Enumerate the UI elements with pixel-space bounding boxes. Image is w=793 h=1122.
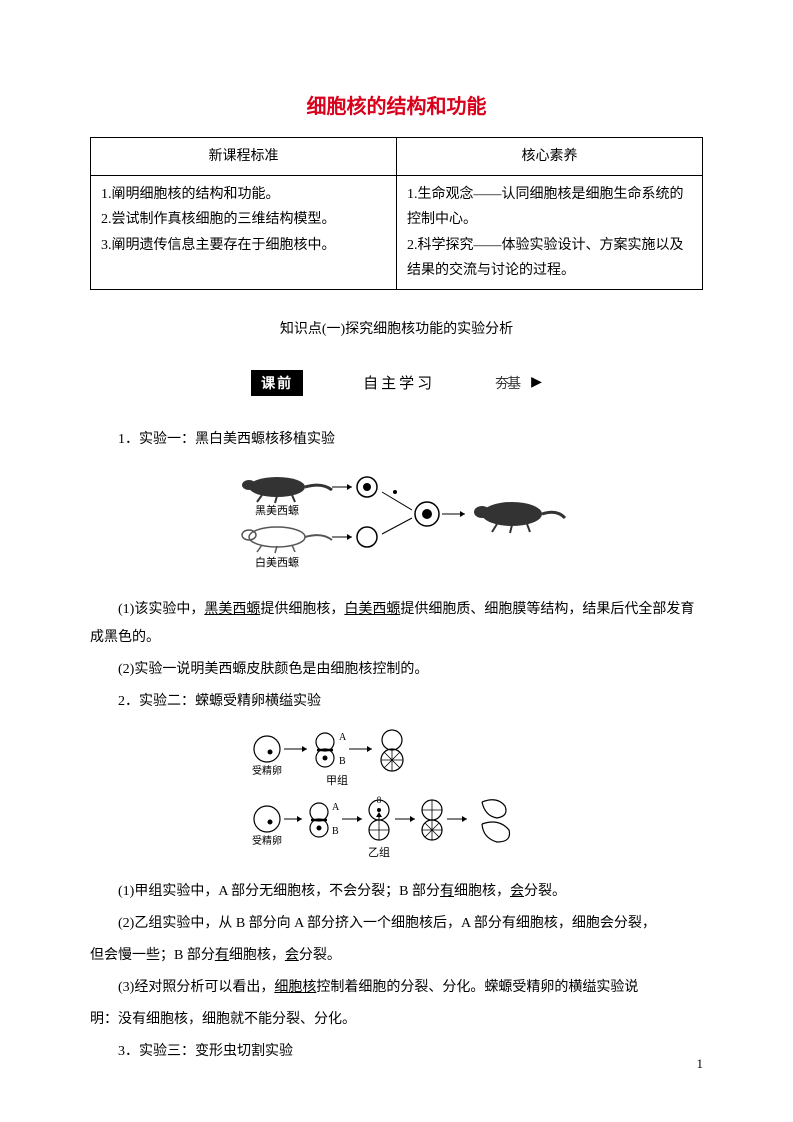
cell-right: 1.生命观念——认同细胞核是细胞生命系统的控制中心。 2.科学探究——体验实验设…: [397, 176, 703, 290]
svg-text:乙组: 乙组: [368, 845, 390, 859]
exp1-p1: (1)该实验中，黑美西螈提供细胞核，白美西螈提供细胞质、细胞膜等结构，结果后代全…: [90, 596, 703, 652]
svg-text:B: B: [339, 756, 346, 767]
label-white: 白美西螈: [255, 555, 299, 569]
exp2-p2-cont: 但会慢一些；B 部分有细胞核，会分裂。: [90, 942, 703, 970]
section-banner: 课前 自主学习 夯基 ▶: [90, 370, 703, 396]
header-left: 新课程标准: [91, 138, 397, 176]
svg-text:8: 8: [376, 795, 381, 805]
knowledge-point: 知识点(一)探究细胞核功能的实验分析: [90, 318, 703, 338]
left-line-2: 2.尝试制作真核细胞的三维结构模型。: [101, 207, 386, 232]
exp2-p3-cont: 明：没有细胞核，细胞就不能分裂、分化。: [90, 1006, 703, 1034]
exp2-p3: (3)经对照分析可以看出，细胞核控制着细胞的分裂、分化。蝾螈受精卵的横缢实验说: [90, 974, 703, 1002]
page-number: 1: [697, 1056, 704, 1072]
svg-text:B: B: [332, 826, 339, 837]
right-line-2: 2.科学探究——体验实验设计、方案实施以及结果的交流与讨论的过程。: [407, 233, 692, 283]
exp2-heading: 2．实验二：蝾螈受精卵横缢实验: [90, 688, 703, 716]
exp3-heading: 3．实验三：变形虫切割实验: [90, 1038, 703, 1066]
banner-badge: 课前: [251, 370, 303, 396]
page-title: 细胞核的结构和功能: [90, 90, 703, 119]
svg-text:甲组: 甲组: [326, 773, 348, 787]
right-line-1: 1.生命观念——认同细胞核是细胞生命系统的控制中心。: [407, 182, 692, 232]
exp2-p2: (2)乙组实验中，从 B 部分向 A 部分挤入一个细胞核后，A 部分有细胞核，细…: [90, 910, 703, 938]
label-black: 黑美西螈: [255, 503, 299, 517]
header-right: 核心素养: [397, 138, 703, 176]
svg-text:A: A: [332, 802, 340, 813]
cell-left: 1.阐明细胞核的结构和功能。 2.尝试制作真核细胞的三维结构模型。 3.阐明遗传…: [91, 176, 397, 290]
exp1-diagram: 黑美西螈 白美西螈: [90, 462, 703, 582]
banner-deco: 夯基: [495, 373, 519, 393]
banner-text: 自主学习: [303, 372, 495, 393]
exp1-heading: 1．实验一：黑白美西螈核移植实验: [90, 426, 703, 454]
exp2-diagram: A B 甲组 受精卵 A B 8: [90, 724, 703, 864]
exp2-p1: (1)甲组实验中，A 部分无细胞核，不会分裂；B 部分有细胞核，会分裂。: [90, 878, 703, 906]
svg-text:A: A: [339, 732, 347, 743]
left-line-3: 3.阐明遗传信息主要存在于细胞核中。: [101, 233, 386, 258]
standards-table: 新课程标准 核心素养 1.阐明细胞核的结构和功能。 2.尝试制作真核细胞的三维结…: [90, 137, 703, 290]
svg-text:受精卵: 受精卵: [252, 764, 282, 777]
exp1-p2: (2)实验一说明美西螈皮肤颜色是由细胞核控制的。: [90, 656, 703, 684]
svg-text:受精卵: 受精卵: [252, 834, 282, 847]
left-line-1: 1.阐明细胞核的结构和功能。: [101, 182, 386, 207]
banner-arrow-icon: ▶: [531, 374, 542, 391]
